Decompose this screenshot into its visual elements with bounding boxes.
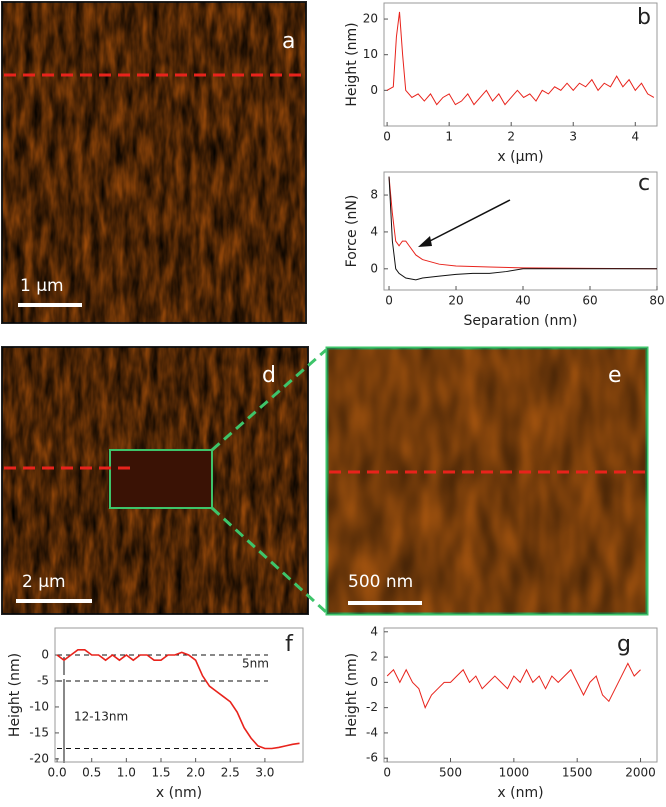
y-tick-label: 8: [370, 188, 378, 202]
annotation: 12-13nm: [74, 710, 128, 724]
y-axis-label: Force (nN): [344, 195, 360, 268]
arrow-head: [418, 236, 432, 247]
x-tick-label: 1: [445, 130, 453, 144]
y-tick-label: 0: [370, 675, 378, 689]
panel-label: a: [282, 29, 295, 54]
y-tick-label: -20: [29, 751, 49, 765]
x-tick-label: 60: [582, 294, 597, 308]
x-tick-label: 3.0: [255, 766, 274, 780]
panel-label: g: [617, 632, 631, 657]
y-tick-label: 10: [363, 47, 378, 61]
x-tick-label: 2.0: [186, 766, 205, 780]
x-tick-label: 0.0: [48, 766, 67, 780]
afm-image-d: d 2 µm: [1, 346, 309, 615]
zoom-connector: [210, 506, 328, 614]
x-tick-label: 4: [631, 130, 639, 144]
y-tick-label: -4: [366, 725, 378, 739]
x-tick-label: 2: [507, 130, 515, 144]
annotation: 5nm: [242, 657, 269, 671]
arrow: [423, 199, 511, 245]
x-axis-label: x (nm): [497, 785, 543, 801]
data-line: [386, 11, 655, 106]
x-tick-label: 0.5: [82, 766, 101, 780]
x-tick-label: 0: [385, 294, 393, 308]
y-tick-label: 0: [370, 83, 378, 97]
y-tick-label: -10: [29, 699, 49, 713]
x-axis-label: x (µm): [497, 149, 543, 165]
x-tick-label: 1.5: [151, 766, 170, 780]
y-tick-label: -5: [37, 673, 49, 687]
x-tick-label: 40: [515, 294, 530, 308]
zoom-connector: [211, 348, 327, 452]
x-tick-label: 2.5: [221, 766, 240, 780]
scale-bar-label: 2 µm: [22, 572, 66, 592]
panel-label: b: [637, 5, 651, 30]
x-tick-label: 80: [649, 294, 664, 308]
x-tick-label: 20: [448, 294, 463, 308]
y-axis-label: Height (nm): [7, 653, 23, 737]
y-tick-label: -2: [366, 700, 378, 714]
y-tick-label: 4: [370, 624, 378, 638]
data-line: [388, 176, 657, 281]
plot-frame: [383, 171, 658, 291]
plot-frame: [383, 2, 658, 127]
y-tick-label: 0: [370, 261, 378, 275]
x-tick-label: 1500: [562, 766, 593, 780]
afm-image-e: e 500 nm: [325, 346, 649, 616]
x-axis-label: Separation (nm): [463, 313, 577, 329]
y-tick-label: -6: [366, 751, 378, 765]
data-line: [388, 176, 658, 270]
panel-label: e: [608, 363, 622, 388]
x-tick-label: 500: [439, 766, 462, 780]
data-line: [56, 649, 300, 750]
scale-bar-label: 1 µm: [20, 276, 64, 296]
x-tick-label: 3: [569, 130, 577, 144]
x-tick-label: 1000: [499, 766, 530, 780]
y-tick-label: -15: [29, 725, 49, 739]
y-axis-label: Height (nm): [344, 653, 360, 737]
y-tick-label: 20: [363, 12, 378, 26]
plot-frame: [54, 627, 304, 763]
y-tick-label: 0: [41, 648, 49, 662]
afm-image-a: a 1 µm: [1, 1, 307, 324]
x-tick-label: 0: [383, 766, 391, 780]
y-axis-label: Height (nm): [344, 22, 360, 106]
x-tick-label: 0: [383, 130, 391, 144]
x-tick-label: 2000: [625, 766, 656, 780]
panel-label: c: [638, 171, 650, 196]
x-tick-label: 1.0: [117, 766, 136, 780]
y-tick-label: 4: [370, 224, 378, 238]
x-axis-label: x (nm): [156, 785, 202, 801]
scale-bar-label: 500 nm: [348, 572, 413, 592]
plot-frame: [383, 627, 658, 763]
y-tick-label: 2: [370, 650, 378, 664]
panel-label: f: [285, 632, 294, 657]
data-line: [386, 662, 641, 709]
panel-label: d: [262, 363, 276, 388]
